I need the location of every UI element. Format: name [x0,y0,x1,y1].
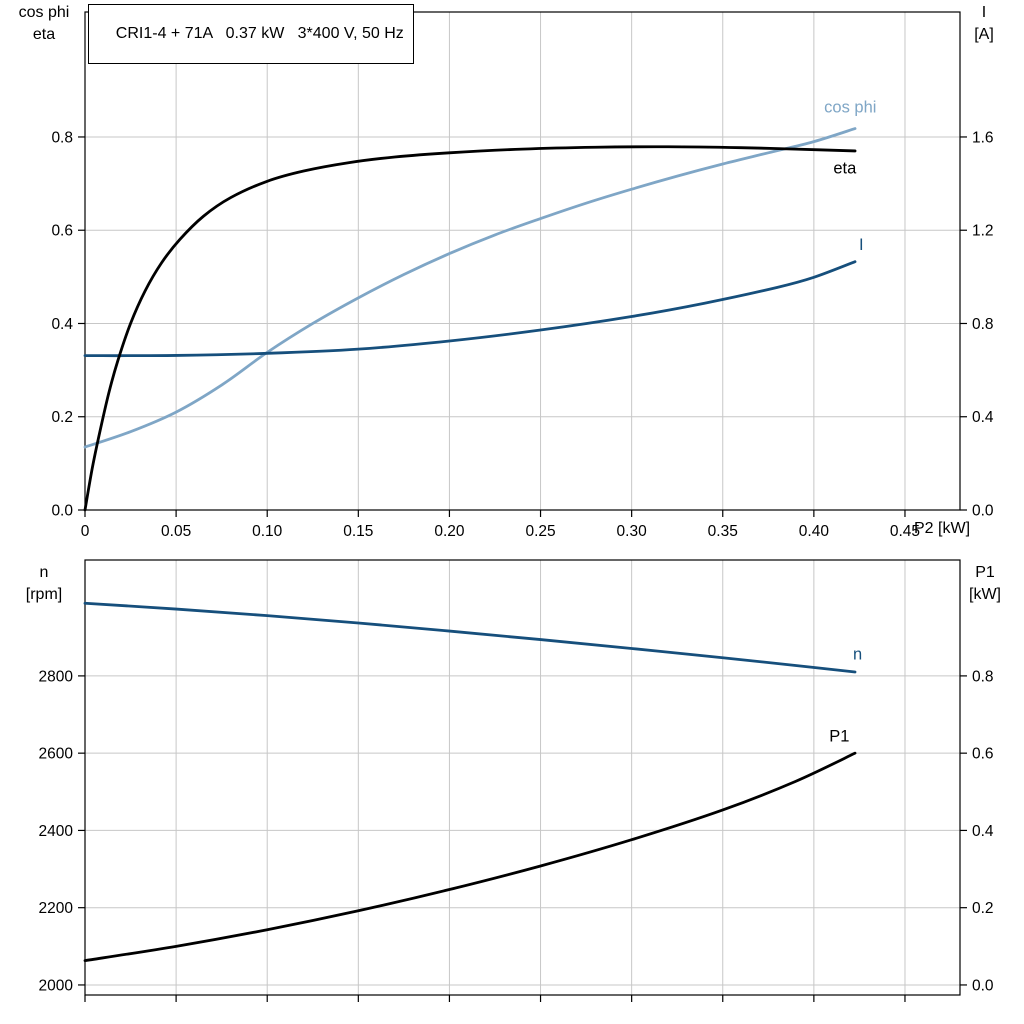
x-axis-tick-label: 0.45 [890,523,920,540]
curve-P1 [83,751,857,963]
plot-border [84,11,961,511]
left-axis-title-line2: eta [32,26,56,43]
x-axis-tick-label: 0.25 [525,523,555,540]
bottom-chart-right-axis-title: P1 [kW] [958,562,1012,606]
left-axis-tick-label: 2400 [39,823,74,840]
speed-axis-title-line1: n [39,564,49,581]
speed-axis-title-line2: [rpm] [25,586,63,603]
bottom-chart-left-axis-title: n [rpm] [6,562,82,606]
top-chart-right-axis-title: I [A] [958,2,1010,46]
left-axis-tick-label: 0.8 [51,129,73,146]
right-axis-title-line2: [A] [974,26,994,43]
chart-title-box: CRI1-4 + 71A 0.37 kW 3*400 V, 50 Hz [88,4,414,64]
left-axis-tick-label: 0.4 [51,316,73,333]
x-axis-tick-label: 0.20 [434,523,465,540]
right-axis-tick-label: 1.6 [972,129,994,146]
chart-title: CRI1-4 + 71A 0.37 kW 3*400 V, 50 Hz [115,25,404,42]
left-axis-tick-label: 2600 [39,746,74,763]
x-axis-tick-label: 0.30 [617,523,648,540]
x-axis-tick-label: 0.35 [708,523,738,540]
left-axis-tick-label: 0.0 [51,503,73,520]
curve-label-cos-phi: cos phi [824,99,876,117]
x-axis-tick-label: 0 [81,523,90,540]
x-axis-tick-label: 0.10 [252,523,283,540]
curve-I [83,260,857,358]
right-axis-tick-label: 0.4 [972,409,994,426]
right-axis-tick-label: 0.8 [972,668,994,685]
right-axis-title-line1: I [981,4,987,21]
plot-border [84,559,961,996]
left-axis-tick-label: 2000 [39,977,74,994]
curve-label-eta: eta [833,159,857,177]
power-axis-title-line1: P1 [975,564,995,581]
x-axis-tick-label: 0.15 [343,523,373,540]
right-axis-tick-label: 0.2 [972,900,994,917]
right-axis-tick-label: 0.0 [972,977,994,994]
curve-eta [83,145,857,512]
right-axis-tick-label: 0.0 [972,503,994,520]
curve-label-P1: P1 [829,728,849,746]
left-axis-tick-label: 2800 [39,668,74,685]
x-axis-tick-label: 0.40 [799,523,830,540]
curve-cos-phi [83,127,857,449]
x-axis-tick-label: 0.05 [161,523,191,540]
left-axis-title-line1: cos phi [18,4,70,21]
x-axis-title: P2 [kW] [914,520,971,537]
curve-label-I: I [859,236,864,254]
right-axis-tick-label: 0.4 [972,823,994,840]
curve-n [83,601,857,674]
curve-label-n: n [853,645,862,663]
power-axis-title-line2: [kW] [969,586,1001,603]
right-axis-tick-label: 0.8 [972,316,994,333]
right-axis-tick-label: 0.6 [972,746,994,763]
left-axis-tick-label: 2200 [39,900,74,917]
top-chart-left-axis-title: cos phi eta [6,2,82,46]
left-axis-tick-label: 0.2 [51,409,73,426]
left-axis-tick-label: 0.6 [51,223,73,240]
right-axis-tick-label: 1.2 [972,223,994,240]
